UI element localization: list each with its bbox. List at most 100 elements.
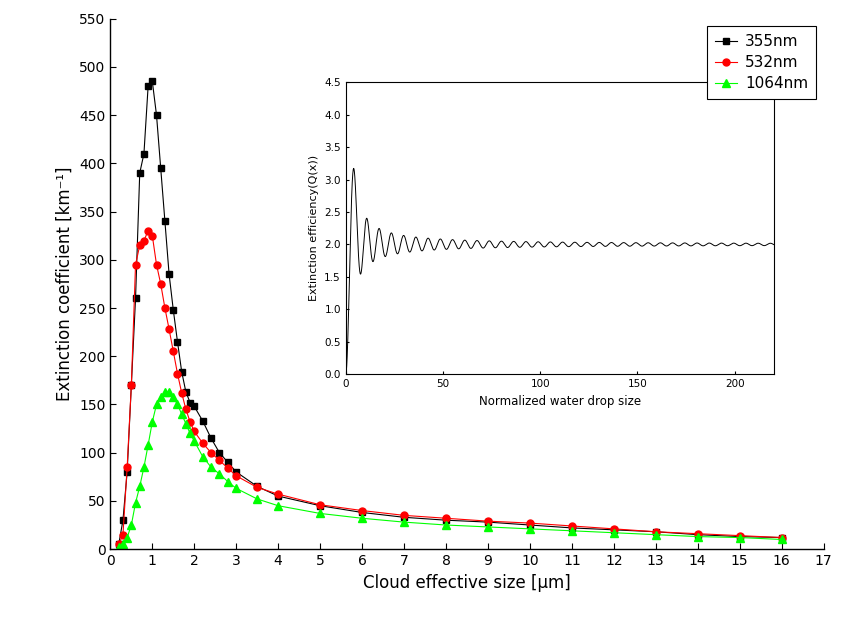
532nm: [399, 512, 409, 519]
532nm: [147, 232, 157, 240]
355nm: [151, 112, 161, 119]
355nm: [252, 483, 262, 490]
1064nm: [441, 521, 451, 529]
355nm: [357, 509, 367, 516]
532nm: [139, 236, 149, 244]
1064nm: [131, 499, 141, 507]
1064nm: [777, 536, 787, 544]
1064nm: [273, 502, 284, 509]
355nm: [273, 492, 284, 500]
1064nm: [399, 519, 409, 526]
1064nm: [252, 495, 262, 503]
1064nm: [164, 388, 174, 396]
1064nm: [185, 430, 195, 437]
1064nm: [135, 483, 145, 490]
1064nm: [650, 531, 661, 539]
Y-axis label: Extinction coefficient [km⁻¹]: Extinction coefficient [km⁻¹]: [55, 167, 74, 401]
355nm: [231, 468, 241, 475]
355nm: [143, 82, 153, 90]
355nm: [168, 306, 178, 314]
1064nm: [151, 401, 161, 408]
355nm: [177, 368, 187, 376]
1064nm: [114, 544, 124, 551]
532nm: [151, 261, 161, 268]
532nm: [693, 530, 703, 537]
1064nm: [160, 388, 170, 396]
355nm: [147, 77, 157, 85]
532nm: [155, 280, 166, 288]
532nm: [214, 457, 224, 464]
532nm: [650, 528, 661, 535]
532nm: [118, 531, 128, 539]
532nm: [441, 515, 451, 522]
532nm: [160, 305, 170, 312]
355nm: [122, 468, 132, 475]
355nm: [483, 519, 493, 526]
355nm: [399, 514, 409, 521]
532nm: [198, 439, 208, 447]
532nm: [114, 540, 124, 548]
355nm: [222, 459, 233, 466]
1064nm: [567, 527, 577, 535]
355nm: [139, 150, 149, 157]
355nm: [734, 533, 745, 540]
355nm: [189, 402, 200, 410]
1064nm: [734, 534, 745, 541]
532nm: [357, 507, 367, 514]
532nm: [135, 241, 145, 249]
Legend: 355nm, 532nm, 1064nm: 355nm, 532nm, 1064nm: [707, 26, 816, 99]
355nm: [206, 434, 216, 442]
532nm: [185, 418, 195, 426]
532nm: [143, 227, 153, 235]
532nm: [206, 449, 216, 456]
355nm: [777, 534, 787, 541]
1064nm: [122, 534, 132, 541]
532nm: [127, 381, 137, 389]
355nm: [693, 531, 703, 539]
355nm: [441, 517, 451, 524]
1064nm: [172, 401, 183, 408]
532nm: [164, 326, 174, 333]
532nm: [525, 519, 535, 527]
355nm: [315, 502, 325, 509]
355nm: [181, 388, 191, 396]
1064nm: [357, 515, 367, 522]
1064nm: [177, 411, 187, 418]
532nm: [168, 348, 178, 355]
Line: 532nm: 532nm: [115, 227, 785, 548]
532nm: [172, 370, 183, 378]
532nm: [315, 501, 325, 509]
355nm: [160, 218, 170, 225]
1064nm: [181, 420, 191, 427]
532nm: [189, 427, 200, 435]
355nm: [155, 165, 166, 172]
1064nm: [118, 540, 128, 548]
1064nm: [693, 533, 703, 540]
1064nm: [525, 525, 535, 533]
Line: 1064nm: 1064nm: [115, 388, 785, 552]
355nm: [567, 524, 577, 532]
355nm: [609, 526, 619, 534]
1064nm: [198, 453, 208, 461]
532nm: [222, 464, 233, 472]
532nm: [567, 522, 577, 530]
532nm: [483, 517, 493, 525]
532nm: [181, 406, 191, 413]
355nm: [525, 521, 535, 529]
532nm: [609, 525, 619, 533]
1064nm: [143, 441, 153, 449]
1064nm: [168, 393, 178, 401]
1064nm: [147, 418, 157, 426]
355nm: [135, 169, 145, 177]
532nm: [122, 464, 132, 471]
355nm: [131, 295, 141, 302]
1064nm: [222, 478, 233, 485]
Line: 355nm: 355nm: [115, 78, 785, 548]
1064nm: [189, 437, 200, 445]
355nm: [118, 517, 128, 524]
1064nm: [206, 464, 216, 471]
1064nm: [315, 510, 325, 517]
532nm: [273, 490, 284, 498]
1064nm: [231, 485, 241, 492]
1064nm: [609, 529, 619, 537]
